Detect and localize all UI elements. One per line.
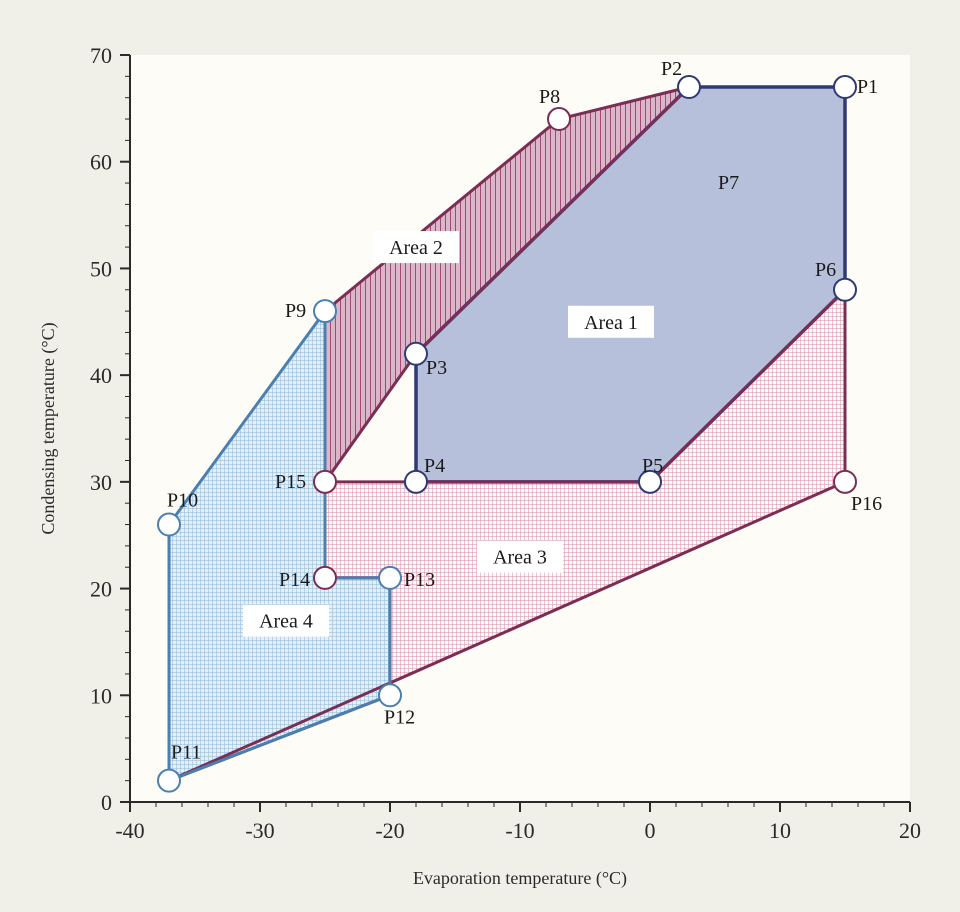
point-P10 [158,514,180,536]
y-axis-label: Condensing temperature (°C) [38,322,59,534]
y-tick-label: 20 [90,577,112,602]
y-tick-label: 70 [90,43,112,68]
label-P1: P1 [857,76,878,98]
label-P12: P12 [384,706,415,728]
label-P10: P10 [167,490,198,512]
label-P15: P15 [275,471,306,493]
label-P7: P7 [718,172,739,194]
y-tick-label: 50 [90,256,112,281]
temperature-phase-diagram: -40 -30 -20 -10 0 10 20 0 10 20 30 40 50 60 70 Evaporat… [0,0,960,912]
x-axis-label: Evaporation temperature (°C) [413,868,627,889]
x-tick-label: -10 [505,818,534,843]
point-P9 [314,300,336,322]
label-P2: P2 [661,58,682,80]
y-tick-label: 0 [101,790,112,815]
x-tick-label: 0 [645,818,656,843]
point-P12 [379,684,401,706]
label-P14: P14 [279,569,310,591]
point-P6 [834,279,856,301]
label-P6: P6 [815,259,836,281]
label-P13: P13 [404,569,435,591]
label-P9: P9 [285,300,306,322]
label-P8: P8 [539,86,560,108]
label-P16: P16 [851,493,882,515]
point-P1 [834,76,856,98]
area1-label: Area 1 [584,312,638,334]
y-tick-label: 60 [90,150,112,175]
diagram-svg: -40 -30 -20 -10 0 10 20 0 10 20 30 40 50 60 70 Evaporat… [0,0,960,912]
area3-label: Area 3 [493,547,547,569]
point-P16 [834,471,856,493]
area4-label: Area 4 [259,611,313,633]
y-tick-label: 30 [90,470,112,495]
x-tick-label: -20 [375,818,404,843]
x-tick-label: -30 [245,818,274,843]
label-P4: P4 [424,455,445,477]
x-tick-label: 10 [769,818,791,843]
point-P14 [314,567,336,589]
point-P8 [548,108,570,130]
x-tick-label: 20 [899,818,921,843]
label-P3: P3 [426,357,447,379]
x-tick-label: -40 [115,818,144,843]
y-tick-label: 10 [90,683,112,708]
y-tick-label: 40 [90,363,112,388]
point-P15 [314,471,336,493]
point-P3 [405,343,427,365]
label-P5: P5 [642,455,663,477]
label-P11: P11 [171,742,201,764]
point-P11 [158,770,180,792]
area2-label: Area 2 [389,237,443,259]
point-P13 [379,567,401,589]
